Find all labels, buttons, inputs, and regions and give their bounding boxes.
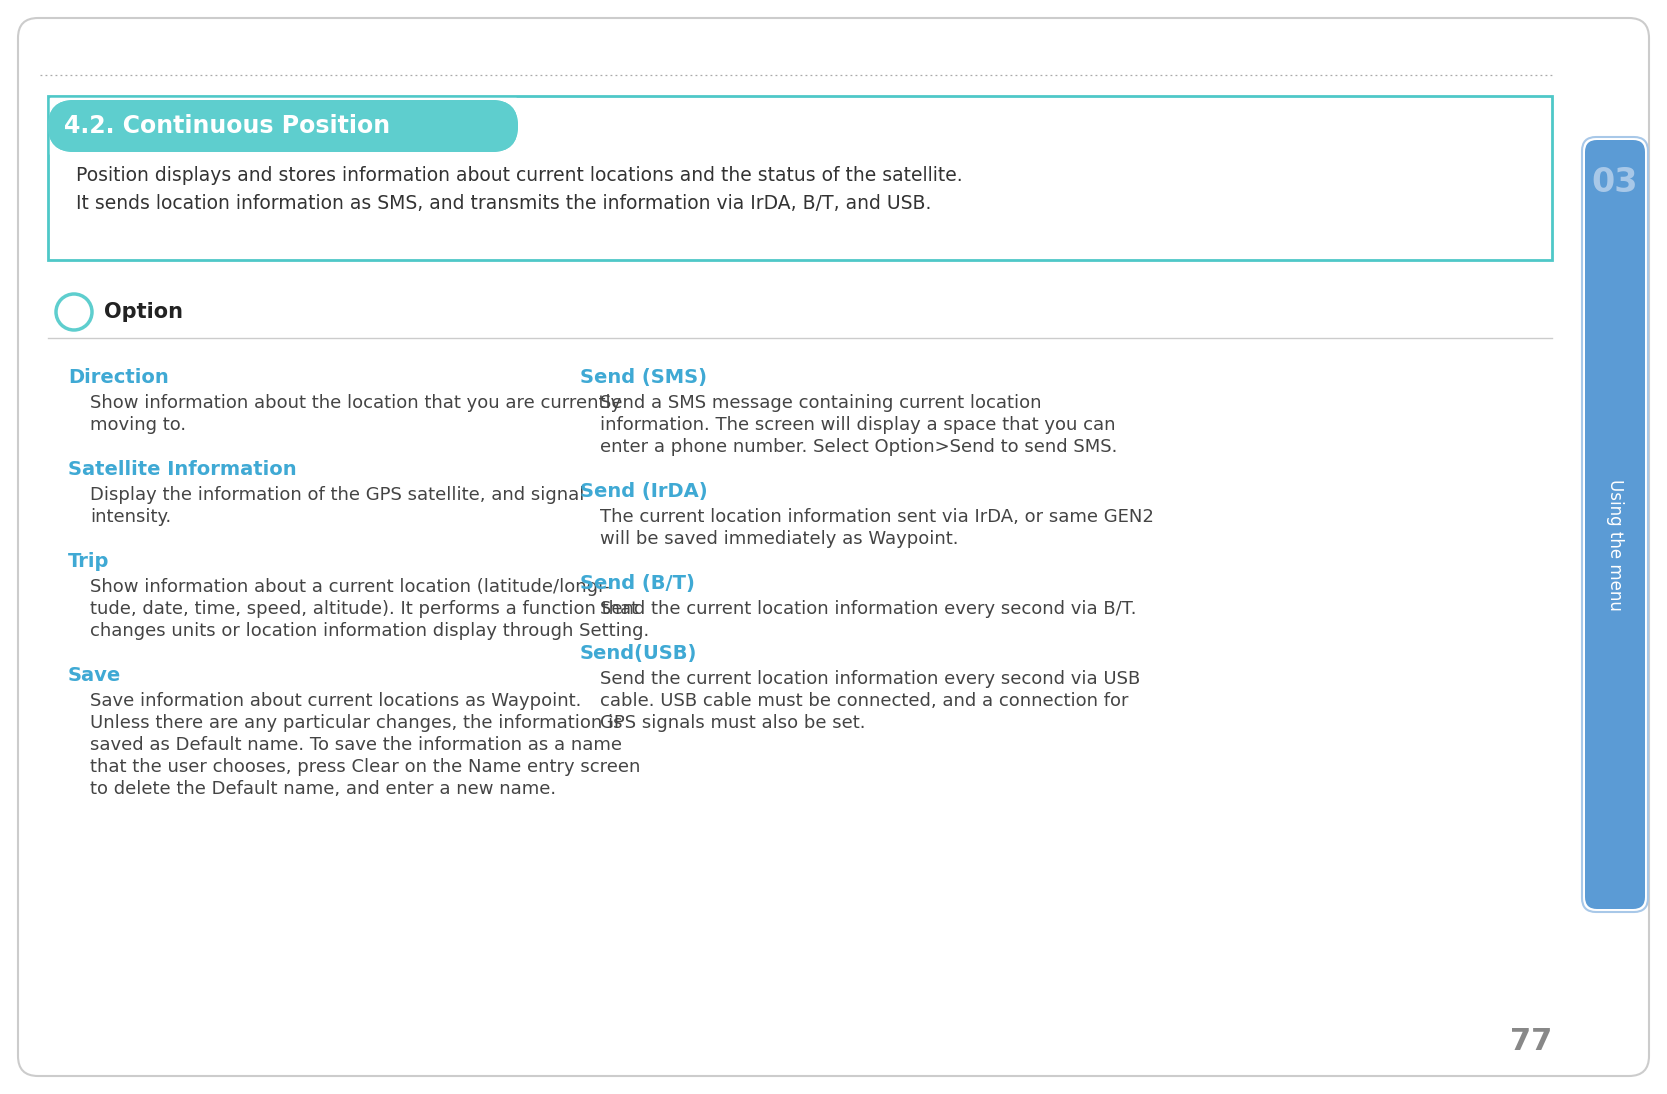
Text: Send (B/T): Send (B/T)	[580, 574, 695, 593]
Text: Unless there are any particular changes, the information is: Unless there are any particular changes,…	[90, 714, 622, 732]
Text: Position displays and stores information about current locations and the status : Position displays and stores information…	[77, 166, 962, 185]
Text: 03: 03	[1592, 165, 1639, 198]
Text: It sends location information as SMS, and transmits the information via IrDA, B/: It sends location information as SMS, an…	[77, 194, 932, 213]
Text: 77: 77	[1510, 1027, 1552, 1056]
FancyBboxPatch shape	[1582, 137, 1649, 912]
Text: will be saved immediately as Waypoint.: will be saved immediately as Waypoint.	[600, 529, 959, 548]
FancyBboxPatch shape	[18, 18, 1649, 1076]
Text: GPS signals must also be set.: GPS signals must also be set.	[600, 714, 865, 732]
Text: to delete the Default name, and enter a new name.: to delete the Default name, and enter a …	[90, 780, 557, 798]
Text: Save information about current locations as Waypoint.: Save information about current locations…	[90, 693, 582, 710]
Text: intensity.: intensity.	[90, 508, 172, 526]
Text: Send (IrDA): Send (IrDA)	[580, 482, 707, 501]
Text: saved as Default name. To save the information as a name: saved as Default name. To save the infor…	[90, 736, 622, 754]
FancyBboxPatch shape	[1585, 140, 1645, 909]
FancyBboxPatch shape	[48, 100, 518, 152]
Text: Send the current location information every second via USB: Send the current location information ev…	[600, 670, 1140, 688]
Text: enter a phone number. Select Option>Send to send SMS.: enter a phone number. Select Option>Send…	[600, 438, 1117, 456]
Text: 4.2. Continuous Position: 4.2. Continuous Position	[63, 114, 390, 138]
Circle shape	[63, 302, 83, 322]
FancyBboxPatch shape	[48, 100, 518, 152]
Text: Send a SMS message containing current location: Send a SMS message containing current lo…	[600, 394, 1042, 412]
Text: Satellite Information: Satellite Information	[68, 459, 297, 479]
Text: information. The screen will display a space that you can: information. The screen will display a s…	[600, 416, 1115, 434]
Text: cable. USB cable must be connected, and a connection for: cable. USB cable must be connected, and …	[600, 693, 1129, 710]
Text: Direction: Direction	[68, 368, 168, 387]
Text: Display the information of the GPS satellite, and signal: Display the information of the GPS satel…	[90, 486, 585, 504]
Text: changes units or location information display through Setting.: changes units or location information di…	[90, 622, 648, 640]
Text: tude, date, time, speed, altitude). It performs a function that: tude, date, time, speed, altitude). It p…	[90, 600, 638, 618]
FancyBboxPatch shape	[48, 96, 1552, 260]
Text: Show information about a current location (latitude/longi-: Show information about a current locatio…	[90, 578, 610, 596]
Text: that the user chooses, press Clear on the Name entry screen: that the user chooses, press Clear on th…	[90, 758, 640, 776]
Text: Option: Option	[103, 302, 183, 322]
Bar	[50, 98, 517, 154]
Text: The current location information sent via IrDA, or same GEN2: The current location information sent vi…	[600, 508, 1154, 526]
Text: Send (SMS): Send (SMS)	[580, 368, 707, 387]
Text: moving to.: moving to.	[90, 416, 187, 434]
Text: Show information about the location that you are currently: Show information about the location that…	[90, 394, 622, 412]
Text: Using the menu: Using the menu	[1605, 478, 1624, 610]
Text: Send the current location information every second via B/T.: Send the current location information ev…	[600, 600, 1137, 618]
Text: Trip: Trip	[68, 552, 110, 571]
Text: Save: Save	[68, 666, 122, 685]
Text: Send(USB): Send(USB)	[580, 644, 697, 663]
